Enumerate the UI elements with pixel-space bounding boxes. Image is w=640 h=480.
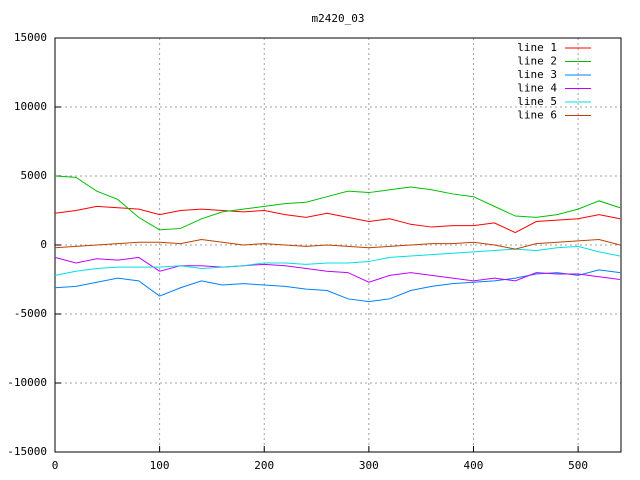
series-line xyxy=(54,175,621,231)
x-tick-label: 200 xyxy=(254,459,274,472)
y-tick-label: 10000 xyxy=(14,100,47,113)
x-tick-label: 400 xyxy=(464,459,484,472)
legend-label: line 1 xyxy=(517,41,557,54)
legend-label: line 5 xyxy=(517,95,557,108)
y-tick-label: 0 xyxy=(40,238,47,251)
x-tick-label: 300 xyxy=(359,459,379,472)
y-tick-label: 15000 xyxy=(14,31,47,44)
legend-label: line 4 xyxy=(517,82,557,95)
legend-label: line 6 xyxy=(517,109,557,122)
y-tick-label: 5000 xyxy=(21,169,48,182)
series-line xyxy=(54,238,621,250)
y-tick-label: -10000 xyxy=(7,376,47,389)
x-tick-label: 100 xyxy=(150,459,170,472)
chart-title: m2420_03 xyxy=(312,12,365,25)
legend-label: line 2 xyxy=(517,55,557,68)
x-tick-label: 500 xyxy=(568,459,588,472)
plot-border xyxy=(54,37,622,453)
x-tick-label: 0 xyxy=(52,459,59,472)
legend-label: line 3 xyxy=(517,68,557,81)
series-line xyxy=(54,269,621,303)
y-tick-label: -5000 xyxy=(14,307,47,320)
series-line xyxy=(54,205,621,234)
y-tick-label: -15000 xyxy=(7,445,47,458)
series-line xyxy=(54,256,621,283)
series-line xyxy=(54,245,621,276)
